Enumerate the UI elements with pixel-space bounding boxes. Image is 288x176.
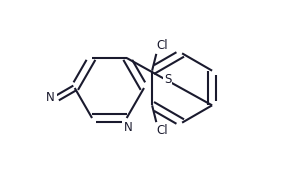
Text: N: N	[46, 92, 54, 105]
Text: Cl: Cl	[157, 124, 168, 137]
Text: Cl: Cl	[157, 39, 168, 52]
Text: N: N	[124, 121, 132, 134]
Text: S: S	[164, 73, 171, 86]
